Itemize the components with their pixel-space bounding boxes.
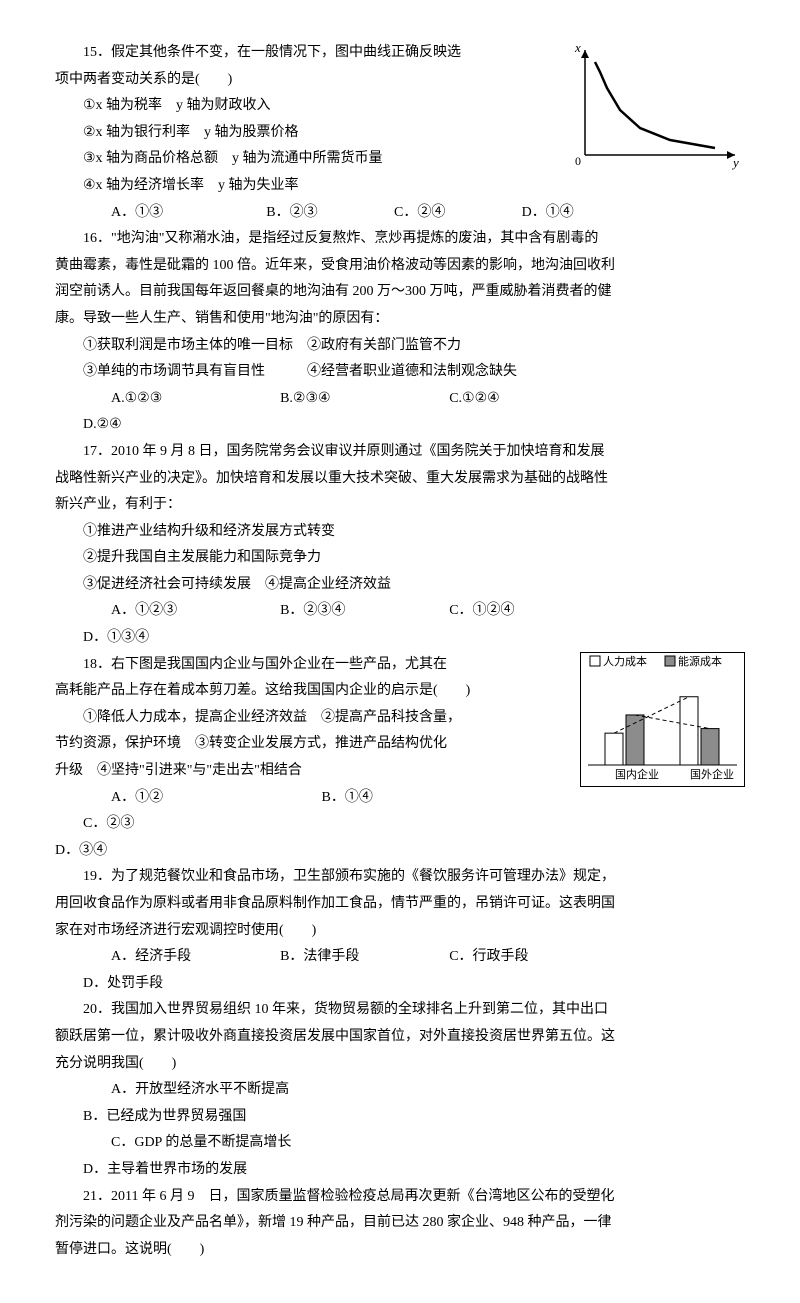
q15-statement-4: ④x 轴为经济增长率 y 轴为失业率: [55, 173, 745, 200]
q20-options-row2: C．GDP 的总量不断提高增长 D．主导着世界市场的发展: [55, 1130, 745, 1183]
q16-option-d: D.②④: [55, 412, 221, 439]
svg-text:y: y: [731, 155, 739, 170]
question-18: 人力成本能源成本国内企业国外企业 18．右下图是我国国内企业与国外企业在一些产品…: [55, 652, 745, 865]
q20-line1: 20．我国加入世界贸易组织 10 年来，货物贸易额的全球排名上升到第二位，其中出…: [55, 997, 745, 1024]
q16-line3: 润空前诱人。目前我国每年返回餐桌的地沟油有 200 万～300 万吨，严重威胁着…: [55, 279, 745, 306]
question-16: 16．"地沟油"又称潲水油，是指经过反复熬炸、烹炒再提炼的废油，其中含有剧毒的 …: [55, 226, 745, 439]
q16-statement-2: ③单纯的市场调节具有盲目性 ④经营者职业道德和法制观念缺失: [55, 359, 745, 386]
q21-line2: 剂污染的问题企业及产品名单》，新增 19 种产品，目前已达 280 家企业、94…: [55, 1210, 745, 1237]
q18-bar-chart: 人力成本 能源成本国内企业 国外企业: [580, 652, 745, 787]
q15-option-b: B．②③: [238, 200, 362, 227]
svg-text:国内企业: 国内企业: [615, 767, 659, 781]
q18-options-row1: A．①② B．①④ C．②③: [55, 785, 745, 838]
question-20: 20．我国加入世界贸易组织 10 年来，货物贸易额的全球排名上升到第二位，其中出…: [55, 997, 745, 1183]
q18-option-d: D．③④: [55, 838, 745, 865]
q20-option-a: A．开放型经济水平不断提高: [83, 1077, 414, 1104]
q19-line2: 用回收食品作为原料或者用非食品原料制作加工食品，情节严重的，吊销许可证。这表明国: [55, 891, 745, 918]
svg-text:x: x: [574, 40, 581, 55]
q17-statement-2: ②提升我国自主发展能力和国际竞争力: [55, 545, 745, 572]
q20-line2: 额跃居第一位，累计吸收外商直接投资居发展中国家首位，对外直接投资居世界第五位。这: [55, 1024, 745, 1051]
question-17: 17．2010 年 9 月 8 日，国务院常务会议审议并原则通过《国务院关于加快…: [55, 439, 745, 652]
q16-statement-1: ①获取利润是市场主体的唯一目标 ②政府有关部门监管不力: [55, 333, 745, 360]
q17-options: A．①②③ B．②③④ C．①②④ D．①③④: [55, 598, 745, 651]
question-19: 19．为了规范餐饮业和食品市场，卫生部颁布实施的《餐饮服务许可管理办法》规定， …: [55, 864, 745, 997]
q19-line3: 家在对市场经济进行宏观调控时使用( ): [55, 918, 745, 945]
q18-option-b: B．①④: [294, 785, 501, 812]
q19-line1: 19．为了规范餐饮业和食品市场，卫生部颁布实施的《餐饮服务许可管理办法》规定，: [55, 864, 745, 891]
q16-line4: 康。导致一些人生产、销售和使用"地沟油"的原因有：: [55, 306, 745, 333]
q15-curve-chart: x y 0: [565, 40, 745, 170]
q17-option-b: B．②③④: [252, 598, 418, 625]
q21-line1: 21．2011 年 6 月 9 日，国家质量监督检验检疫总局再次更新《台湾地区公…: [55, 1184, 745, 1211]
q19-option-a: A．经济手段: [83, 944, 249, 971]
q20-option-d: D．主导着世界市场的发展: [55, 1157, 386, 1184]
q17-statement-3: ③促进经济社会可持续发展 ④提高企业经济效益: [55, 572, 745, 599]
q17-option-d: D．①③④: [55, 625, 221, 652]
q16-line1: 16．"地沟油"又称潲水油，是指经过反复熬炸、烹炒再提炼的废油，其中含有剧毒的: [55, 226, 745, 253]
svg-text:人力成本: 人力成本: [603, 654, 647, 668]
q20-line3: 充分说明我国( ): [55, 1051, 745, 1078]
q18-option-c: C．②③: [55, 811, 193, 838]
q19-options: A．经济手段 B．法律手段 C．行政手段 D．处罚手段: [55, 944, 745, 997]
q15-option-a: A．①③: [83, 200, 235, 227]
q20-options-row1: A．开放型经济水平不断提高 B．已经成为世界贸易强国: [55, 1077, 745, 1130]
question-21: 21．2011 年 6 月 9 日，国家质量监督检验检疫总局再次更新《台湾地区公…: [55, 1184, 745, 1264]
inverse-curve-icon: x y 0: [565, 40, 745, 170]
question-15: xy0 15．假定其他条件不变，在一般情况下，图中曲线正确反映选 项中两者变动关…: [55, 40, 745, 226]
q20-option-b: B．已经成为世界贸易强国: [55, 1104, 386, 1131]
q16-line2: 黄曲霉素，毒性是砒霜的 100 倍。近年来，受食用油价格波动等因素的影响，地沟油…: [55, 253, 745, 280]
q17-option-a: A．①②③: [83, 598, 249, 625]
q16-option-c: C.①②④: [421, 386, 587, 413]
q16-options: A.①②③ B.②③④ C.①②④ D.②④: [55, 386, 745, 439]
q17-statement-1: ①推进产业结构升级和经济发展方式转变: [55, 519, 745, 546]
q15-options: A．①③ B．②③ C．②④ D．①④: [55, 200, 745, 227]
q20-option-c: C．GDP 的总量不断提高增长: [83, 1130, 414, 1157]
q19-option-c: C．行政手段: [421, 944, 587, 971]
q19-option-d: D．处罚手段: [55, 971, 221, 998]
q16-option-b: B.②③④: [252, 386, 418, 413]
q17-line2: 战略性新兴产业的决定》。加快培育和发展以重大技术突破、重大发展需求为基础的战略性: [55, 466, 745, 493]
cost-bar-chart-icon: 人力成本 能源成本国内企业 国外企业: [580, 652, 745, 787]
svg-text:0: 0: [575, 154, 581, 168]
q15-option-d: D．①④: [494, 200, 618, 227]
q18-option-a: A．①②: [83, 785, 290, 812]
q17-option-c: C．①②④: [421, 598, 587, 625]
q19-option-b: B．法律手段: [252, 944, 418, 971]
svg-text:国外企业: 国外企业: [690, 767, 734, 781]
q16-option-a: A.①②③: [83, 386, 249, 413]
q17-line3: 新兴产业，有利于：: [55, 492, 745, 519]
q15-option-c: C．②④: [366, 200, 490, 227]
svg-text:能源成本: 能源成本: [678, 654, 722, 668]
q21-line3: 暂停进口。这说明( ): [55, 1237, 745, 1264]
q17-line1: 17．2010 年 9 月 8 日，国务院常务会议审议并原则通过《国务院关于加快…: [55, 439, 745, 466]
